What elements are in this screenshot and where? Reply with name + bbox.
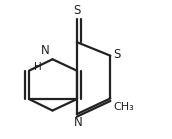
Text: H: H	[34, 62, 42, 72]
Text: N: N	[41, 44, 49, 57]
Text: N: N	[73, 116, 82, 129]
Text: S: S	[113, 48, 120, 61]
Text: S: S	[73, 3, 80, 17]
Text: CH₃: CH₃	[113, 102, 134, 112]
